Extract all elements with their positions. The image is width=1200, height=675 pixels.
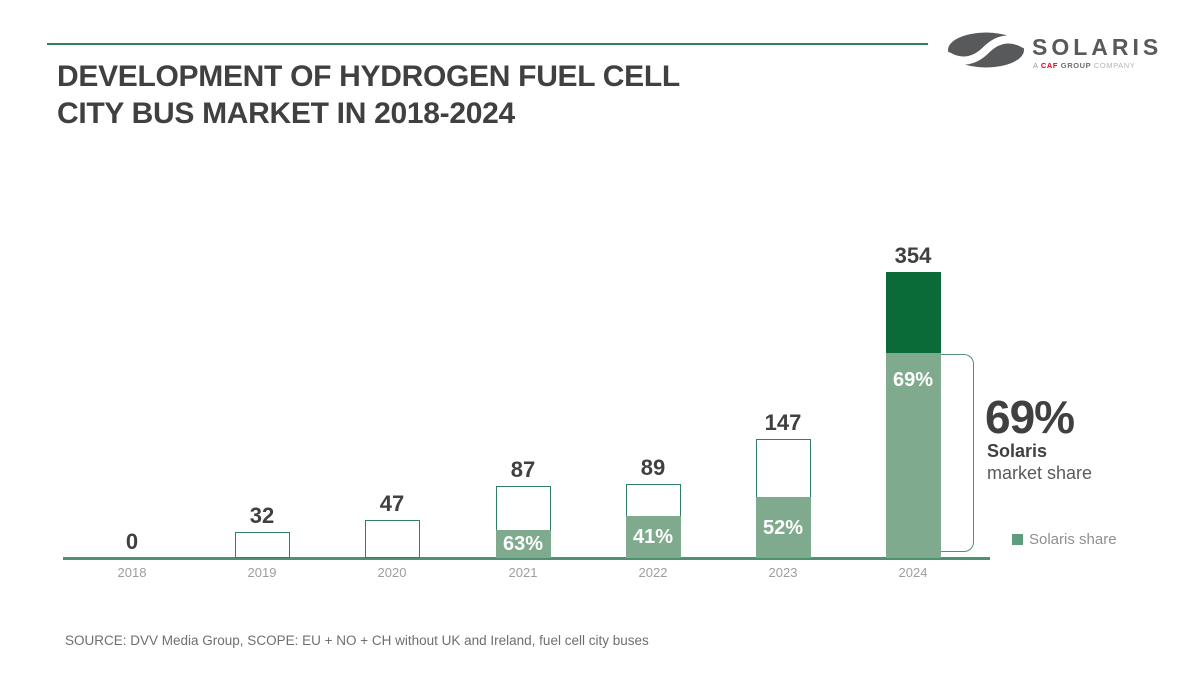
bar-2024-remainder-segment bbox=[885, 272, 941, 353]
solaris-logo-wordmark: SOLARIS bbox=[1032, 34, 1163, 60]
x-tick-2023: 2023 bbox=[768, 565, 798, 580]
share-bracket bbox=[941, 354, 974, 552]
solaris-logo: SOLARIS A CAF GROUP COMPANY bbox=[946, 28, 1176, 76]
tagline-prefix: A bbox=[1033, 61, 1041, 70]
x-tick-2024: 2024 bbox=[898, 565, 928, 580]
bar-2022-value-label: 89 bbox=[640, 455, 666, 480]
x-tick-2018: 2018 bbox=[117, 565, 147, 580]
x-tick-2021: 2021 bbox=[508, 565, 538, 580]
bar-2024-share-label: 69% bbox=[892, 369, 934, 391]
bar-2022-share-label: 41% bbox=[632, 526, 674, 548]
bar-2020-value-label: 47 bbox=[379, 491, 405, 516]
bar-2023-share-label: 52% bbox=[762, 516, 804, 539]
market-share-brand: Solaris bbox=[987, 441, 1048, 461]
bar-2022-solaris-segment bbox=[625, 516, 681, 558]
tagline-caf: CAF bbox=[1040, 61, 1059, 70]
solaris-logo-tagline: A CAF GROUP COMPANY bbox=[1033, 61, 1135, 70]
header-divider-line bbox=[47, 43, 928, 45]
bar-2024-value-label: 354 bbox=[894, 243, 932, 268]
bar-2023-solaris-segment bbox=[755, 497, 811, 558]
legend: Solaris share bbox=[1012, 531, 1117, 548]
bar-2018-value-label: 0 bbox=[125, 529, 139, 554]
market-share-caption: market share bbox=[987, 463, 1093, 483]
x-axis-line bbox=[63, 557, 990, 560]
bar-2021-solaris-segment bbox=[495, 530, 551, 558]
legend-label: Solaris share bbox=[1029, 531, 1117, 548]
page-title: DEVELOPMENT OF HYDROGEN FUEL CELL CITY B… bbox=[57, 58, 680, 132]
source-note: SOURCE: DVV Media Group, SCOPE: EU + NO … bbox=[65, 633, 649, 648]
solaris-logo-icon bbox=[946, 32, 1026, 68]
bar-2023-value-label: 147 bbox=[764, 410, 802, 435]
page-title-line1: DEVELOPMENT OF HYDROGEN FUEL CELL bbox=[57, 60, 680, 93]
x-tick-2022: 2022 bbox=[638, 565, 668, 580]
bar-2021-value-label: 87 bbox=[510, 457, 536, 482]
bar-2019 bbox=[234, 532, 290, 558]
bar-2024-solaris-segment bbox=[885, 353, 941, 558]
bar-2019-value-label: 32 bbox=[249, 503, 275, 528]
x-tick-2019: 2019 bbox=[247, 565, 277, 580]
tagline-group: GROUP bbox=[1058, 61, 1094, 70]
bar-2020 bbox=[364, 520, 420, 558]
market-share-value: 69% bbox=[985, 391, 1075, 443]
tagline-company: COMPANY bbox=[1093, 61, 1136, 70]
legend-swatch-icon bbox=[1012, 534, 1023, 545]
bar-2021-share-label: 63% bbox=[502, 533, 544, 555]
x-tick-2020: 2020 bbox=[377, 565, 407, 580]
page-title-line2: CITY BUS MARKET IN 2018-2024 bbox=[57, 97, 515, 130]
